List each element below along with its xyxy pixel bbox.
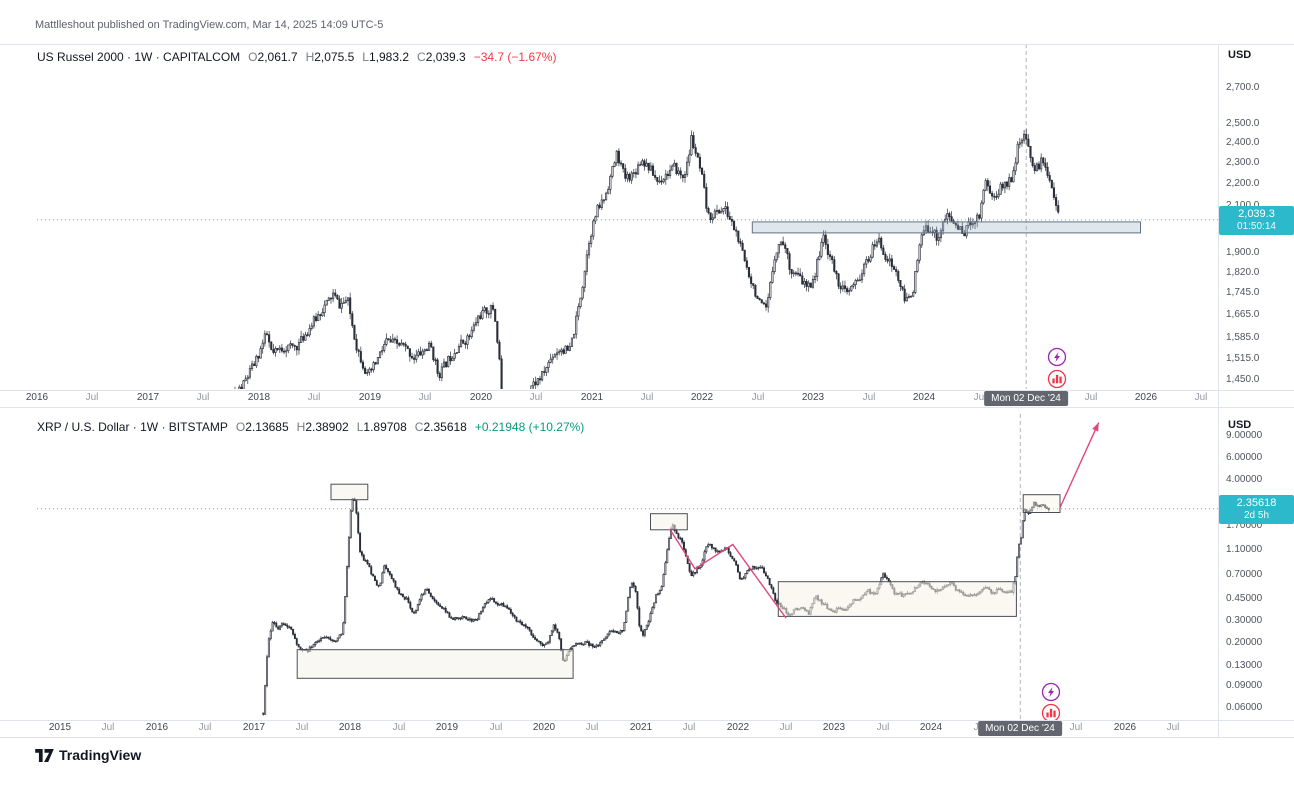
ohlc-value: 2,075.5 (314, 50, 355, 64)
ohlc-key: C (414, 420, 424, 434)
top-2018-box[interactable] (330, 483, 369, 501)
date-badge-top: Mon 02 Dec '24 (984, 391, 1068, 406)
base-2017-2020-box[interactable] (296, 649, 574, 679)
pane-divider[interactable] (0, 407, 1294, 408)
tradingview-logo-icon (35, 748, 54, 762)
publisher-line: Mattlleshout published on TradingView.co… (35, 19, 384, 31)
ohlc-key: H (296, 420, 306, 434)
currency-label-top: USD (1228, 49, 1252, 61)
ohlc-key: L (362, 50, 369, 64)
top-2021-box[interactable] (650, 513, 688, 531)
russell-2000-weekly-plot[interactable] (37, 44, 1218, 525)
ohlc-key: H (305, 50, 315, 64)
ohlc-key: L (356, 420, 364, 434)
tradingview-brand[interactable]: TradingView (35, 747, 141, 763)
xrp-usd-weekly-plot[interactable] (37, 414, 1218, 719)
change-value: +0.21948 (+10.27%) (474, 420, 585, 434)
projection-arrow[interactable] (1059, 422, 1100, 509)
symbol-description: US Russel 2000 · 1W · CAPITALCOM (37, 50, 241, 64)
price-scale-border[interactable] (1218, 44, 1219, 737)
last-price-tag-russell: 2,039.3 01:50:14 (1219, 206, 1294, 235)
chart-top-border (0, 44, 1294, 45)
brand-text: TradingView (59, 747, 142, 763)
abc-correction-line[interactable] (669, 528, 787, 619)
breakout-box[interactable] (1022, 494, 1061, 514)
ohlc-value: 2.35618 (423, 420, 467, 434)
symbol-description: XRP / U.S. Dollar · 1W · BITSTAMP (37, 420, 228, 434)
pane1-axis-border (0, 390, 1294, 391)
date-badge-bottom: Mon 02 Dec '24 (978, 721, 1062, 736)
ohlc-value: 2,061.7 (257, 50, 298, 64)
ohlc-key: C (417, 50, 426, 64)
last-price-value: 2.35618 (1236, 497, 1277, 509)
ohlc-key: O (248, 50, 258, 64)
bar-countdown: 2d 5h (1243, 510, 1270, 521)
change-value: −34.7 (−1.67%) (473, 50, 557, 64)
range-2022-2024-box[interactable] (777, 581, 1017, 617)
ohlc-value: 1,983.2 (368, 50, 410, 64)
last-price-tag-xrp: 2.35618 2d 5h (1219, 495, 1294, 524)
chart-bottom-border (0, 737, 1294, 738)
currency-label-bottom: USD (1228, 419, 1252, 431)
pane2-axis-border (0, 720, 1294, 721)
ohlc-value: 2,039.3 (425, 50, 466, 64)
ohlc-value: 2.38902 (305, 420, 349, 434)
symbol-title-0[interactable]: US Russel 2000 · 1W · CAPITALCOM O2,061.7… (37, 50, 556, 64)
ohlc-key: O (235, 420, 246, 434)
ohlc-value: 2.13685 (245, 420, 289, 434)
last-price-value: 2,039.3 (1238, 208, 1275, 220)
symbol-title-1[interactable]: XRP / U.S. Dollar · 1W · BITSTAMP O2.1368… (37, 420, 584, 434)
ohlc-value: 1.89708 (363, 420, 407, 434)
refresh-bolt-icon[interactable] (1041, 682, 1061, 702)
support-zone-box[interactable] (751, 221, 1141, 234)
bar-chart-icon[interactable] (1041, 703, 1061, 723)
bar-chart-icon[interactable] (1047, 369, 1067, 389)
refresh-bolt-icon[interactable] (1047, 347, 1067, 367)
bar-countdown: 01:50:14 (1237, 221, 1276, 232)
